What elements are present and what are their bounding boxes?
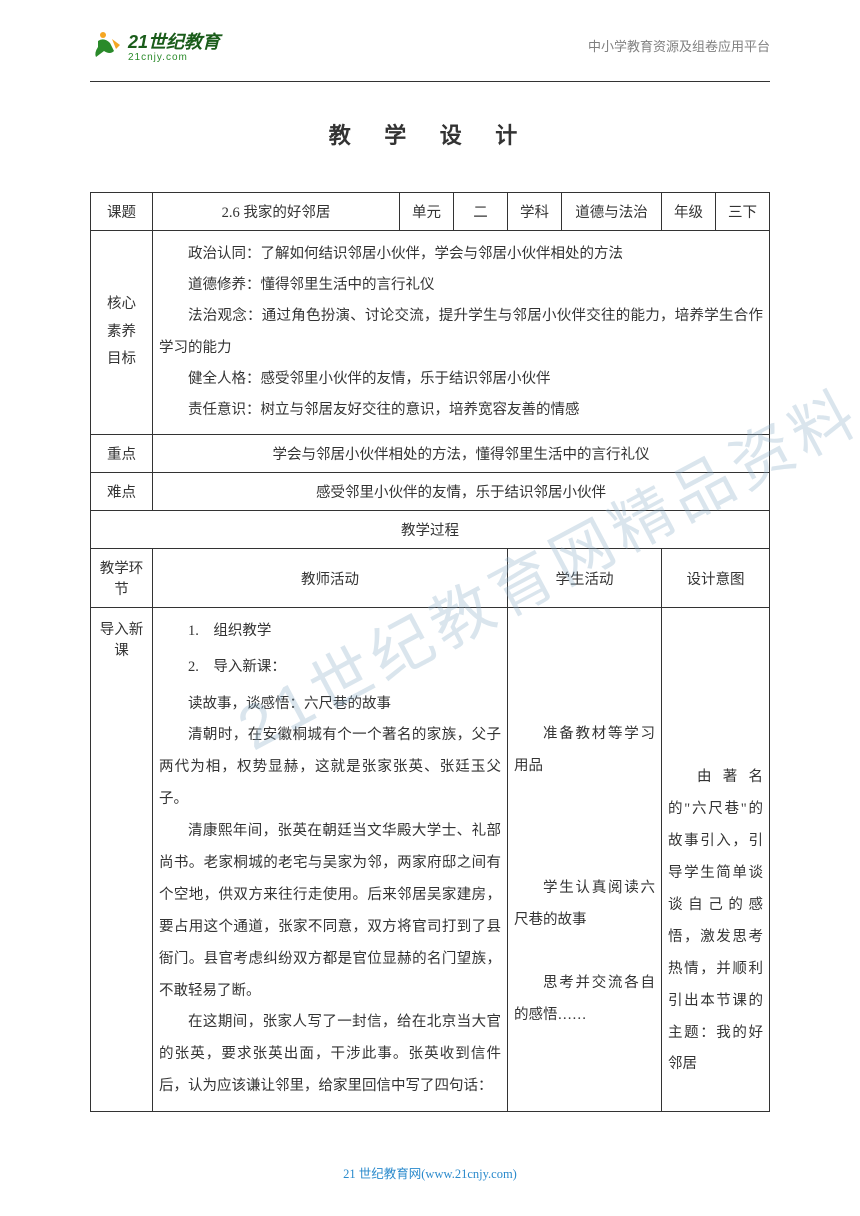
key-value: 学会与邻居小伙伴相处的方法，懂得邻里生活中的言行礼仪 [153, 435, 770, 473]
unit-value: 二 [454, 193, 508, 231]
header-subtitle: 中小学教育资源及组卷应用平台 [588, 36, 770, 55]
page-footer: 21 世纪教育网(www.21cnjy.com) [0, 1163, 860, 1182]
student-cell: 准备教材等学习用品 学生认真阅读六尺巷的故事 思考并交流各自的感悟…… [508, 608, 662, 1112]
goal-line: 责任意识：树立与邻居友好交往的意识，培养宽容友善的情感 [159, 395, 763, 426]
student-line: 思考并交流各自的感悟…… [514, 968, 655, 1032]
logo-text-group: 21世纪教育 21cnjy.com [128, 28, 220, 63]
topic-label: 课题 [91, 193, 153, 231]
grade-value: 三下 [716, 193, 770, 231]
subject-value: 道德与法治 [562, 193, 662, 231]
logo-text-en: 21cnjy.com [128, 52, 220, 63]
col-student: 学生活动 [508, 549, 662, 608]
logo-icon [90, 29, 124, 63]
header-divider [90, 81, 770, 82]
teacher-line: 清朝时，在安徽桐城有个一个著名的家族，父子两代为相，权势显赫，这就是张家张英、张… [159, 720, 501, 816]
difficulty-label: 难点 [91, 473, 153, 511]
logo-text-cn: 21世纪教育 [128, 28, 220, 54]
lesson-plan-table: 课题 2.6 我家的好邻居 单元 二 学科 道德与法治 年级 三下 核心素养目标… [90, 192, 770, 1112]
subject-label: 学科 [508, 193, 562, 231]
design-line: 由著名的"六尺巷"的故事引入，引导学生简单谈谈自己的感悟，激发思考热情，并顺利引… [668, 762, 763, 1081]
teacher-line: 1. 组织教学 [159, 616, 501, 648]
grade-label: 年级 [662, 193, 716, 231]
goal-line: 政治认同：了解如何结识邻居小伙伴，学会与邻居小伙伴相处的方法 [159, 239, 763, 270]
design-cell: 由著名的"六尺巷"的故事引入，引导学生简单谈谈自己的感悟，激发思考热情，并顺利引… [662, 608, 770, 1112]
col-env: 教学环节 [91, 549, 153, 608]
unit-label: 单元 [400, 193, 454, 231]
process-header: 教学过程 [91, 511, 770, 549]
col-design: 设计意图 [662, 549, 770, 608]
env-cell: 导入新课 [91, 608, 153, 1112]
student-line: 准备教材等学习用品 [514, 719, 655, 783]
goal-line: 法治观念：通过角色扮演、讨论交流，提升学生与邻居小伙伴交往的能力，培养学生合作学… [159, 301, 763, 363]
difficulty-row: 难点 感受邻里小伙伴的友情，乐于结识邻居小伙伴 [91, 473, 770, 511]
teacher-line: 读故事，谈感悟：六尺巷的故事 [159, 689, 501, 721]
difficulty-value: 感受邻里小伙伴的友情，乐于结识邻居小伙伴 [153, 473, 770, 511]
key-label: 重点 [91, 435, 153, 473]
content-row-1: 导入新课 1. 组织教学 2. 导入新课： 读故事，谈感悟：六尺巷的故事 清朝时… [91, 608, 770, 1112]
key-row: 重点 学会与邻居小伙伴相处的方法，懂得邻里生活中的言行礼仪 [91, 435, 770, 473]
goal-line: 道德修养：懂得邻里生活中的言行礼仪 [159, 270, 763, 301]
goals-content: 政治认同：了解如何结识邻居小伙伴，学会与邻居小伙伴相处的方法 道德修养：懂得邻里… [153, 231, 770, 435]
teacher-line: 2. 导入新课： [159, 652, 501, 684]
teacher-cell: 1. 组织教学 2. 导入新课： 读故事，谈感悟：六尺巷的故事 清朝时，在安徽桐… [153, 608, 508, 1112]
goals-row: 核心素养目标 政治认同：了解如何结识邻居小伙伴，学会与邻居小伙伴相处的方法 道德… [91, 231, 770, 435]
logo: 21世纪教育 21cnjy.com [90, 28, 220, 63]
topic-value: 2.6 我家的好邻居 [153, 193, 400, 231]
goal-line: 健全人格：感受邻里小伙伴的友情，乐于结识邻居小伙伴 [159, 364, 763, 395]
page-title: 教 学 设 计 [0, 118, 860, 150]
goals-label: 核心素养目标 [91, 231, 153, 435]
meta-row: 课题 2.6 我家的好邻居 单元 二 学科 道德与法治 年级 三下 [91, 193, 770, 231]
page-header: 21世纪教育 21cnjy.com 中小学教育资源及组卷应用平台 [0, 0, 860, 71]
teacher-line: 在这期间，张家人写了一封信，给在北京当大官的张英，要求张英出面，干涉此事。张英收… [159, 1007, 501, 1103]
column-headers-row: 教学环节 教师活动 学生活动 设计意图 [91, 549, 770, 608]
process-header-row: 教学过程 [91, 511, 770, 549]
col-teacher: 教师活动 [153, 549, 508, 608]
teacher-line: 清康熙年间，张英在朝廷当文华殿大学士、礼部尚书。老家桐城的老宅与吴家为邻，两家府… [159, 816, 501, 1007]
student-line: 学生认真阅读六尺巷的故事 [514, 873, 655, 937]
